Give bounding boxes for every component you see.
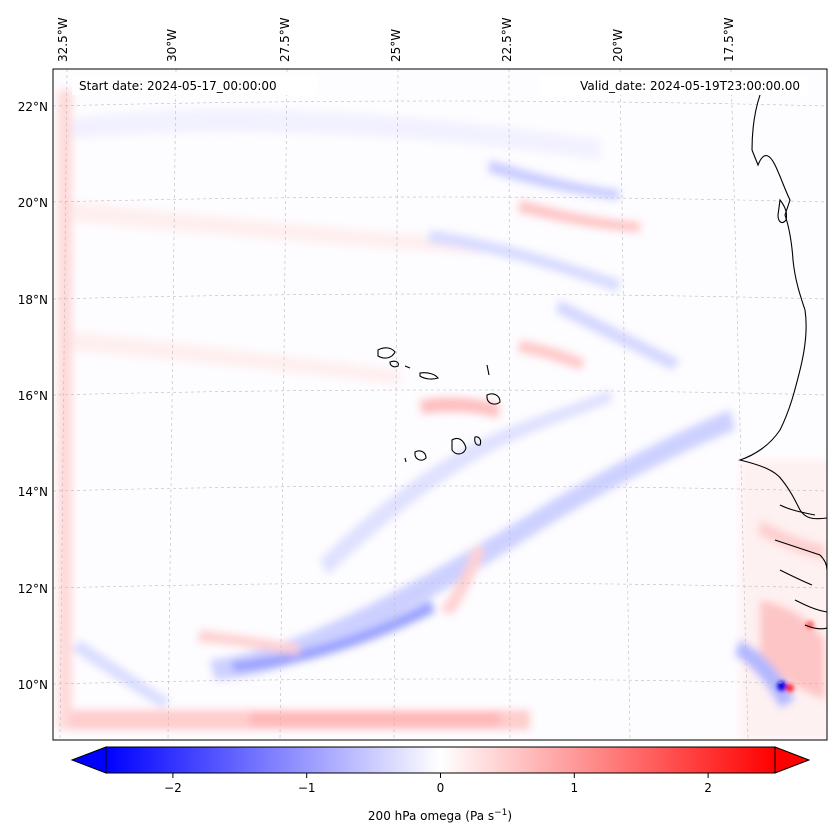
lat-label: 18°N xyxy=(18,293,48,307)
lat-label: 16°N xyxy=(18,389,48,403)
lat-label: 12°N xyxy=(18,582,48,596)
colorbar-tick-label: 2 xyxy=(704,781,712,795)
colorbar: −2 −1 0 1 2 200 hPa omega (Pa s−1) xyxy=(70,746,811,823)
lat-label: 20°N xyxy=(18,196,48,210)
colorbar-tick-label: 1 xyxy=(570,781,578,795)
map-frame xyxy=(52,68,828,741)
lat-label: 10°N xyxy=(18,678,48,692)
coastline xyxy=(377,94,827,630)
colorbar-tick-label: −2 xyxy=(164,781,182,795)
lon-label: 20°W xyxy=(611,29,625,62)
lon-label: 32.5°W xyxy=(56,17,70,62)
colorbar-min-extension xyxy=(70,746,107,774)
valid-date-box xyxy=(540,75,808,95)
lon-label: 17.5°W xyxy=(722,17,736,62)
colorbar-gradient xyxy=(106,747,775,773)
lat-label: 14°N xyxy=(18,485,48,499)
lon-label: 25°W xyxy=(389,29,403,62)
latitude-labels: 22°N 20°N 18°N 16°N 14°N 12°N 10°N xyxy=(18,100,48,692)
lon-label: 22.5°W xyxy=(500,17,514,62)
lat-label: 22°N xyxy=(18,100,48,114)
start-date-box xyxy=(72,75,317,95)
colorbar-tick-label: −1 xyxy=(298,781,316,795)
longitude-labels: 32.5°W 30°W 27.5°W 25°W 22.5°W 20°W 17.5… xyxy=(56,17,736,62)
lon-label: 27.5°W xyxy=(278,17,292,62)
colorbar-label: 200 hPa omega (Pa s−1) xyxy=(368,808,512,823)
lon-label: 30°W xyxy=(165,29,179,62)
gridlines xyxy=(53,69,827,740)
colorbar-tick-label: 0 xyxy=(437,781,445,795)
colorbar-max-extension xyxy=(774,746,811,774)
start-date-label: Start date: 2024-05-17_00:00:00 xyxy=(79,79,277,93)
map-panel: Start date: 2024-05-17_00:00:00 Valid_da… xyxy=(52,68,828,741)
valid-date-label: Valid_date: 2024-05-19T23:00:00.00 xyxy=(580,79,800,93)
omega-field xyxy=(58,90,827,740)
